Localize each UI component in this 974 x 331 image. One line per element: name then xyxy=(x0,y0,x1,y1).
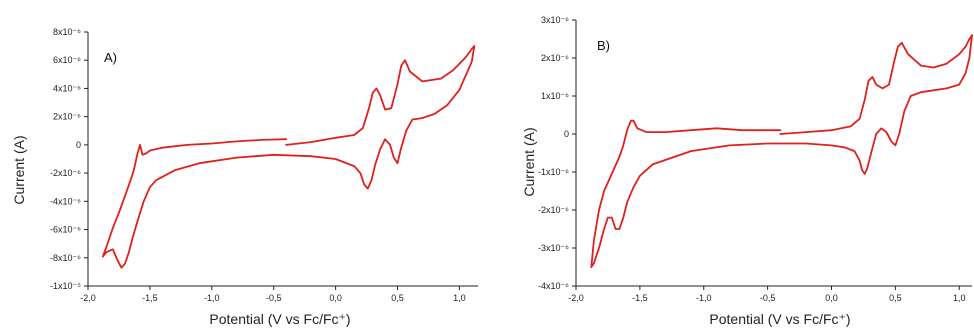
panel-b-y-tick-label: -1x10⁻⁶ xyxy=(538,167,569,177)
panel-a-y-tick-label: -1x10⁻⁵ xyxy=(50,281,81,291)
panel-b-x-tick-label: 0,5 xyxy=(889,293,902,303)
panel-a-x-tick-label: -1,0 xyxy=(204,293,220,303)
panel-a-y-axis-title: Current (A) xyxy=(11,135,27,204)
panel-b-y-tick-label: 2x10⁻⁶ xyxy=(541,53,569,63)
panel-b-y-tick-label: 0 xyxy=(564,129,569,139)
panel-a-y-tick-label: -4x10⁻⁶ xyxy=(50,196,81,206)
panel-b-y-tick-label: 1x10⁻⁶ xyxy=(541,91,569,101)
panel-a-y-tick-label: -6x10⁻⁶ xyxy=(50,225,81,235)
panel-a-cv-curve-upper-right xyxy=(285,45,476,146)
panel-a-x-tick-label: 1,0 xyxy=(453,293,466,303)
panel-a-curves xyxy=(102,45,476,269)
panel-b-x-axis-title: Potential (V vs Fc/Fc⁺) xyxy=(709,311,850,327)
panel-b-y-axis-title: Current (A) xyxy=(521,127,537,196)
panel-a: A) Current (A) Potential (V vs Fc/Fc⁺) 8… xyxy=(11,27,478,327)
panel-a-x-axis-title: Potential (V vs Fc/Fc⁺) xyxy=(209,311,350,327)
panel-b-cv-curve-upper-left xyxy=(590,119,782,268)
panel-a-y-tick-label: 2x10⁻⁶ xyxy=(53,112,81,122)
panel-b-cv-curve-lower xyxy=(590,34,973,268)
panel-b-ticks: 3x10⁻⁶ 2x10⁻⁶ 1x10⁻⁶ 0 -1x10⁻⁶ -2x10⁻⁶ -3x10⁻⁶… xyxy=(538,15,972,303)
panel-a-cv-curve-upper-left xyxy=(102,138,287,258)
panel-a-y-tick-label: -8x10⁻⁶ xyxy=(50,253,81,263)
panel-b-x-tick-label: 0,0 xyxy=(825,293,838,303)
panel-b-y-tick-label: 3x10⁻⁶ xyxy=(541,15,569,25)
panel-b-y-tick-label: -4x10⁻⁶ xyxy=(538,281,569,291)
panel-a-x-tick-label: 0,0 xyxy=(329,293,342,303)
panel-b-x-tick-label: -1,0 xyxy=(696,293,712,303)
panel-a-y-tick-label: 6x10⁻⁶ xyxy=(53,55,81,65)
panel-b-x-tick-label: -1,5 xyxy=(632,293,648,303)
panel-b-y-tick-label: -3x10⁻⁶ xyxy=(538,243,569,253)
panel-b-y-tick-label: -2x10⁻⁶ xyxy=(538,205,569,215)
panel-a-label: A) xyxy=(104,50,117,65)
panel-a-y-tick-label: 0 xyxy=(76,140,81,150)
panel-b-curves xyxy=(590,34,973,268)
panel-a-ticks: 8x10⁻⁶ 6x10⁻⁶ 4x10⁻⁶ 2x10⁻⁶ 0 -2x10⁻⁶ -4x10⁻⁶ -… xyxy=(50,27,478,303)
panel-a-y-tick-label: -2x10⁻⁶ xyxy=(50,168,81,178)
panel-b-x-tick-label: -2,0 xyxy=(568,293,584,303)
panel-a-y-tick-label: 8x10⁻⁶ xyxy=(53,27,81,37)
panel-a-x-tick-label: 0,5 xyxy=(391,293,404,303)
panel-a-x-tick-label: -1,5 xyxy=(142,293,158,303)
panel-b-label: B) xyxy=(597,38,610,53)
panel-b: B) Current (A) Potential (V vs Fc/Fc⁺) 3… xyxy=(521,15,973,327)
panel-b-cv-curve-upper-right xyxy=(779,34,973,135)
panel-b-x-tick-label: -0,5 xyxy=(760,293,776,303)
panel-a-x-tick-label: -0,5 xyxy=(266,293,282,303)
panel-a-y-tick-label: 4x10⁻⁶ xyxy=(53,83,81,93)
panel-a-cv-curve-lower xyxy=(102,45,476,269)
panel-a-x-tick-label: -2,0 xyxy=(80,293,96,303)
panel-b-x-tick-label: 1,0 xyxy=(953,293,966,303)
